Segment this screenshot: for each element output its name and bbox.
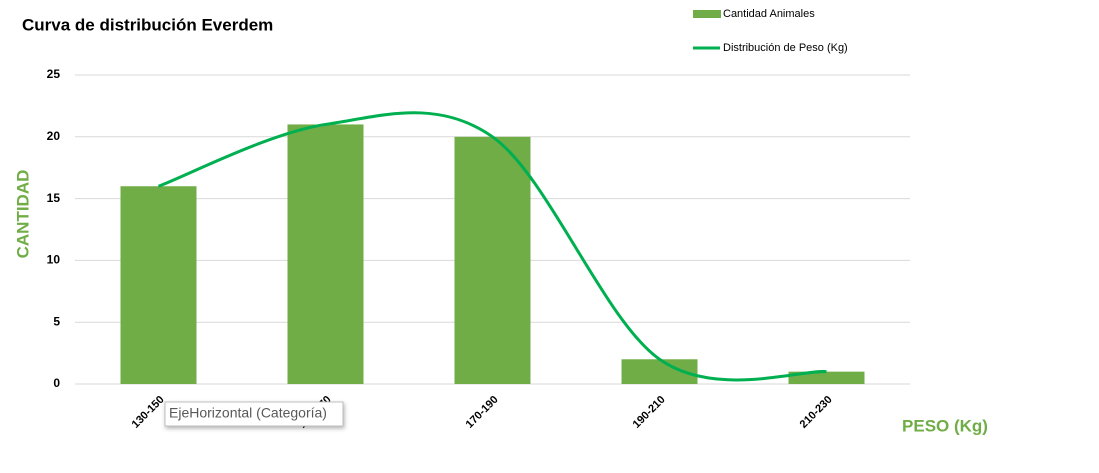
legend-label: Cantidad Animales xyxy=(723,8,815,20)
y-tick-label: 25 xyxy=(47,67,61,81)
x-axis-title: PESO (Kg) xyxy=(902,416,988,435)
y-tick-label: 5 xyxy=(53,314,60,328)
x-tick-label: 130-150 xyxy=(130,394,167,431)
line xyxy=(157,111,827,382)
bar xyxy=(788,371,865,384)
x-tick-label: 170-190 xyxy=(464,394,501,431)
x-tick-label: 210-230 xyxy=(798,394,835,431)
bar xyxy=(454,136,531,384)
bar xyxy=(120,186,197,384)
tooltip-box xyxy=(164,401,344,427)
y-axis-title: CANTIDAD xyxy=(13,170,32,259)
chart-title: Curva de distribución Everdem xyxy=(22,15,273,34)
legend-label: Distribución de Peso (Kg) xyxy=(723,42,848,54)
y-tick-label: 15 xyxy=(47,191,61,205)
y-tick-label: 20 xyxy=(47,129,61,143)
bar xyxy=(287,124,364,384)
legend-swatch xyxy=(693,10,721,18)
x-tick-label: 190-210 xyxy=(631,394,668,431)
y-tick-label: 0 xyxy=(53,376,60,390)
tooltip-text: EjeHorizontal (Categoría) xyxy=(169,405,327,421)
y-tick-label: 10 xyxy=(47,253,61,267)
